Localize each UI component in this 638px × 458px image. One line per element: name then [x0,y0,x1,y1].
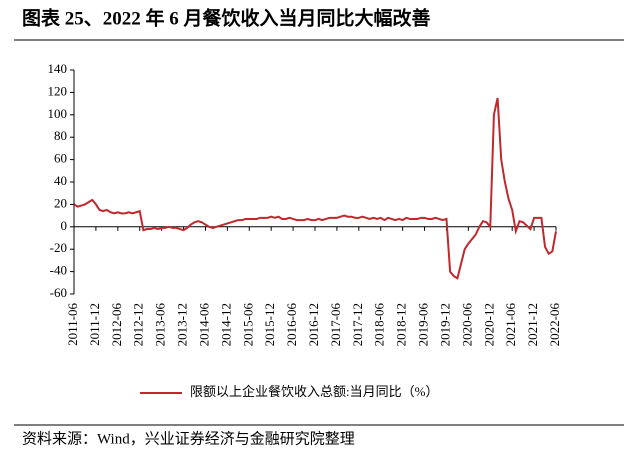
y-tick-label: 60 [54,151,67,166]
x-tick-label: 2013-06 [153,303,168,347]
x-tick-label: 2017-06 [328,303,343,347]
x-tick-label: 2011-12 [87,303,102,346]
y-tick-label: -20 [50,240,67,255]
x-tick-label: 2021-06 [503,303,518,347]
line-series [73,97,557,280]
x-tick-label: 2020-12 [481,303,496,346]
chart-title: 图表 25、2022 年 6 月餐饮收入当月同比大幅改善 [22,6,431,29]
y-tick-label: 120 [48,83,68,98]
x-tick-label: 2015-12 [262,303,277,346]
x-tick-label: 2012-12 [131,303,146,346]
source: 资料来源：Wind，兴业证券经济与金融研究院整理 [22,429,355,447]
x-tick-label: 2021-12 [525,303,540,346]
x-tick-label: 2016-12 [306,303,321,346]
x-tick-label: 2018-12 [394,303,409,346]
x-tick-label: 2014-06 [196,303,211,347]
x-tick-label: 2020-06 [459,303,474,347]
x-tick-label: 2022-06 [547,303,562,347]
y-tick-label: 100 [48,106,68,121]
y-tick-label: -60 [50,285,67,300]
y-tick-label: 80 [54,128,67,143]
x-tick-label: 2018-06 [372,303,387,347]
x-tick-label: 2015-06 [240,303,255,347]
y-tick-label: 140 [48,61,68,76]
y-tick-label: 0 [61,218,68,233]
x-tick-label: 2012-06 [109,303,124,347]
x-tick-label: 2014-12 [218,303,233,346]
x-tick-label: 2013-12 [175,303,190,346]
legend-label: 限额以上企业餐饮收入总额:当月同比（%） [190,384,438,399]
x-tick-label: 2019-06 [416,303,431,347]
x-tick-label: 2017-12 [350,303,365,346]
x-tick-label: 2016-06 [284,303,299,347]
x-tick-label: 2019-12 [437,303,452,346]
y-tick-label: 20 [54,195,67,210]
y-tick-label: -40 [50,263,67,278]
x-tick-label: 2011-06 [65,303,80,346]
y-tick-label: 40 [54,173,67,188]
